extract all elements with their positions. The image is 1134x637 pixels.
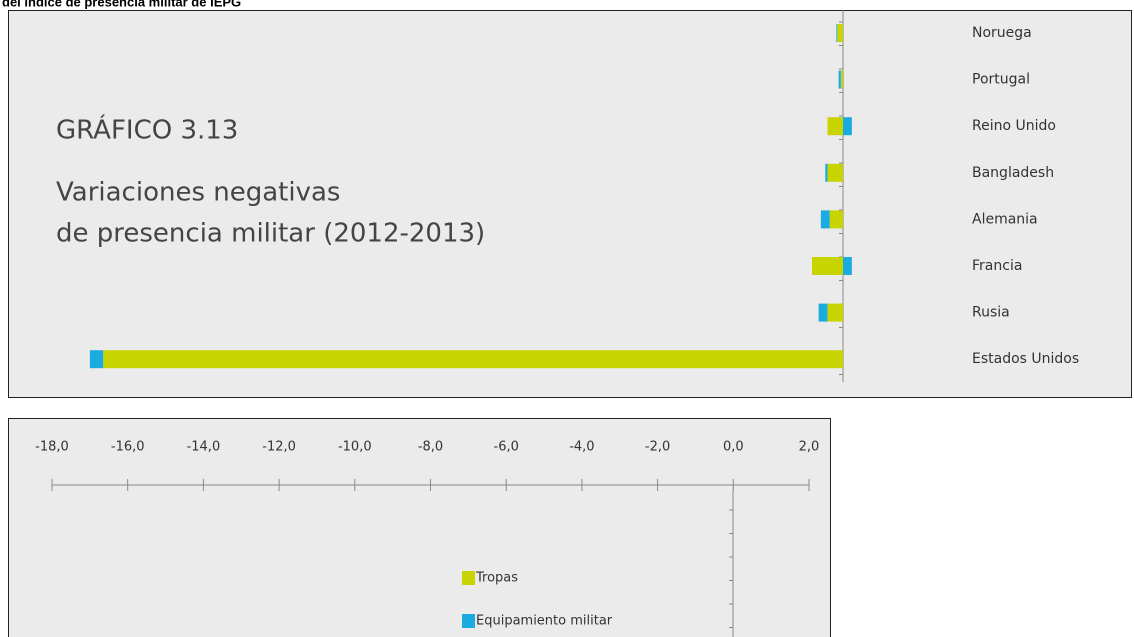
- page-header: del índice de presencia militar de IEPG: [2, 0, 241, 9]
- bar: [827, 117, 843, 136]
- category-label: Estados Unidos: [972, 351, 1079, 367]
- category-label: Alemania: [972, 211, 1038, 227]
- category-label: Bangladesh: [972, 165, 1054, 181]
- bar: [838, 70, 841, 89]
- category-label: Francia: [972, 258, 1022, 274]
- x-tick-label: -18,0: [35, 440, 69, 455]
- x-tick-label: -12,0: [262, 440, 296, 455]
- bar: [827, 163, 843, 182]
- bar: [837, 24, 843, 42]
- chart-subtitle: de presencia militar (2012-2013): [56, 219, 485, 249]
- bar: [843, 117, 852, 136]
- bar: [843, 257, 852, 275]
- x-tick-label: -4,0: [569, 440, 594, 455]
- x-tick-label: 0,0: [723, 440, 744, 455]
- bar: [829, 210, 843, 229]
- bar: [89, 350, 104, 369]
- x-tick-label: -6,0: [494, 440, 519, 455]
- x-tick-label: 2,0: [799, 440, 820, 455]
- bar: [811, 257, 843, 275]
- x-tick-label: -14,0: [187, 440, 221, 455]
- top-panel: [8, 10, 1132, 398]
- bar: [820, 210, 830, 229]
- x-tick-label: -2,0: [645, 440, 670, 455]
- legend-swatch: [462, 614, 475, 628]
- category-label: Rusia: [972, 305, 1010, 321]
- bar: [818, 303, 828, 322]
- x-tick-label: -16,0: [111, 440, 145, 455]
- x-tick-label: -8,0: [418, 440, 443, 455]
- category-label: Reino Unido: [972, 118, 1056, 134]
- legend-label: Tropas: [475, 571, 518, 586]
- chart-subtitle: Variaciones negativas: [56, 178, 340, 208]
- category-label: Portugal: [972, 72, 1030, 88]
- bar: [840, 70, 843, 89]
- bar: [103, 350, 843, 369]
- category-label: Noruega: [972, 25, 1032, 41]
- bar: [827, 303, 843, 322]
- chart-title: GRÁFICO 3.13: [56, 114, 238, 146]
- x-tick-label: -10,0: [338, 440, 372, 455]
- bar: [836, 24, 838, 42]
- bar: [825, 163, 828, 182]
- legend-swatch: [462, 571, 475, 585]
- legend-label: Equipamiento militar: [476, 614, 613, 629]
- bottom-panel: [8, 418, 831, 637]
